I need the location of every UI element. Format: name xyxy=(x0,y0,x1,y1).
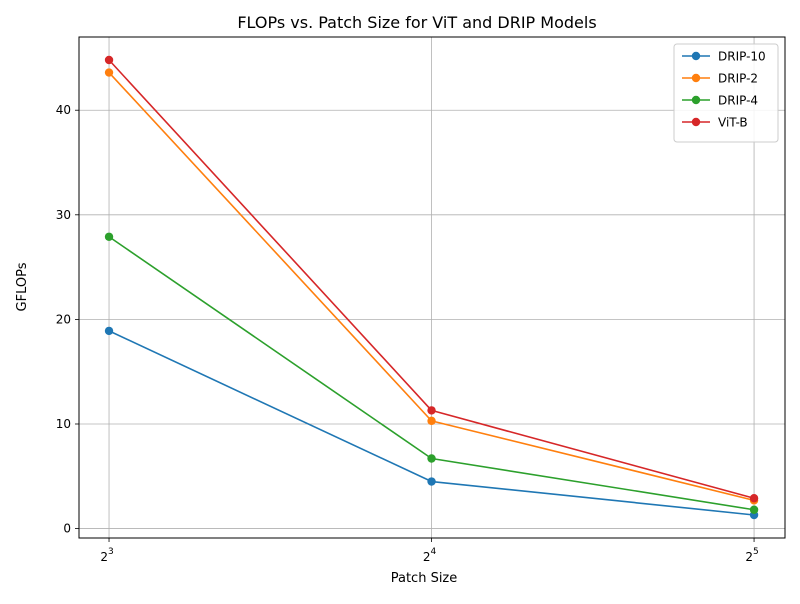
data-point xyxy=(104,232,114,241)
data-point xyxy=(427,406,436,415)
x-tick-base: 2 xyxy=(100,550,108,564)
y-axis-label: GFLOPs xyxy=(15,262,30,311)
y-tick-label: 0 xyxy=(63,522,71,536)
data-point xyxy=(104,68,114,77)
y-tick-label: 20 xyxy=(56,312,71,326)
data-point xyxy=(427,416,436,426)
x-tick-base: 2 xyxy=(745,550,753,564)
legend-item: DRIP-2 xyxy=(682,72,758,86)
x-tick-base: 2 xyxy=(423,550,431,564)
legend-marker xyxy=(691,95,701,105)
series-vit-b xyxy=(104,55,759,503)
legend-label: DRIP-4 xyxy=(718,94,758,108)
data-point xyxy=(104,326,114,336)
data-point xyxy=(427,477,436,486)
x-tick-label: 24 xyxy=(423,547,437,564)
chart-title: FLOPs vs. Patch Size for ViT and DRIP Mo… xyxy=(237,13,596,32)
legend-item: DRIP-4 xyxy=(682,94,758,108)
legend-item: DRIP-10 xyxy=(682,50,766,64)
data-point xyxy=(749,505,759,514)
legend: DRIP-10 DRIP-2 DRIP-4 ViT-B xyxy=(673,43,779,143)
x-tick-exponent: 3 xyxy=(108,547,114,557)
series-drip-4 xyxy=(104,232,759,514)
data-point xyxy=(749,494,759,503)
legend-marker xyxy=(691,117,701,127)
x-tick-label: 25 xyxy=(745,547,758,564)
y-tick-label: 30 xyxy=(56,208,71,222)
x-tick-label: 23 xyxy=(100,547,113,564)
legend-label: DRIP-2 xyxy=(718,72,758,86)
legend-label: ViT-B xyxy=(718,116,748,130)
y-tick-label: 10 xyxy=(56,417,71,431)
x-tick-exponent: 4 xyxy=(430,547,436,557)
legend-marker xyxy=(691,73,701,83)
legend-box xyxy=(673,43,779,143)
data-point xyxy=(104,55,114,65)
legend-label: DRIP-10 xyxy=(718,50,766,64)
series-layer xyxy=(104,55,759,520)
x-tick-exponent: 5 xyxy=(753,547,759,557)
plot-frame xyxy=(78,36,786,539)
legend-item: ViT-B xyxy=(682,116,748,130)
legend-marker xyxy=(691,51,701,61)
series-drip-10 xyxy=(104,326,759,520)
data-point xyxy=(427,454,436,463)
y-tick-label: 40 xyxy=(56,103,71,117)
x-axis-label: Patch Size xyxy=(391,571,458,586)
